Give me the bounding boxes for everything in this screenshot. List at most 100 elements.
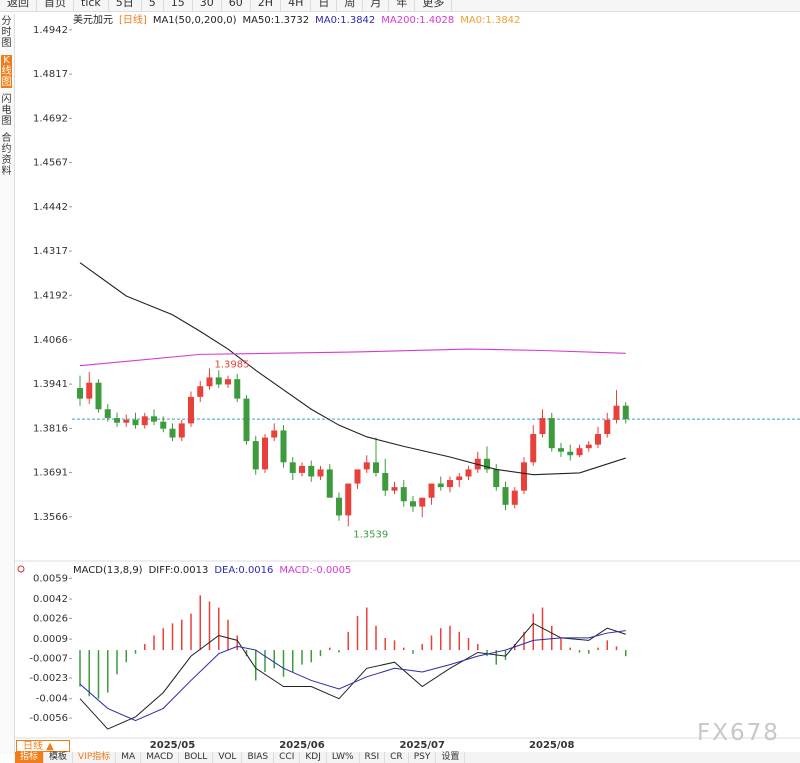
y-tick-label: -0.0023 [29, 673, 68, 684]
candle-body [391, 487, 398, 491]
period-select[interactable]: 日线 ▲ [16, 740, 70, 752]
candle-body [484, 458, 490, 470]
legend-item: MACD:-0.0005 [279, 565, 351, 576]
candle-body [428, 483, 435, 498]
candle-body [262, 437, 268, 470]
candle-body [225, 379, 231, 385]
candle-body [595, 434, 601, 445]
candle-body [622, 405, 629, 420]
toolbar-button[interactable]: 年 [389, 0, 416, 11]
candle-body [437, 483, 444, 488]
y-tick-label: 1.4066 [33, 335, 68, 346]
y-tick-label: -0.0007 [29, 654, 68, 665]
candle-body [410, 501, 416, 507]
indicator-tab[interactable]: VOL [213, 752, 243, 763]
ma-line [79, 348, 626, 367]
toolbar-button[interactable]: 月 [363, 0, 390, 11]
candle-body [234, 379, 241, 399]
toolbar-button[interactable]: 返回 [0, 0, 37, 11]
y-tick-label: 1.4442 [33, 202, 68, 213]
legend-item: MACD(13,8,9) [73, 565, 143, 576]
indicator-tab[interactable]: PSY [409, 752, 437, 763]
toolbar-button[interactable]: 首页 [37, 0, 74, 11]
indicator-tabs: 指标 模板 VIP指标 MA MACD BOLL VOL BIAS CCI KDJ LW% RSI CR… [15, 752, 800, 763]
indicator-tab[interactable]: BOLL [179, 752, 214, 763]
indicator-tab[interactable]: VIP指标 [73, 752, 117, 763]
indicator-tab[interactable]: MA [116, 752, 142, 763]
y-tick-label: 1.4567 [33, 158, 68, 169]
indicator-tab[interactable]: LW% [327, 752, 360, 763]
candle-body [548, 418, 555, 449]
indicator-tab[interactable]: 模板 [44, 752, 74, 763]
candle-body [521, 462, 527, 491]
indicator-tab[interactable]: 指标 [15, 752, 45, 763]
toolbar-button[interactable]: 周 [337, 0, 364, 11]
indicator-tab[interactable]: KDJ [300, 752, 327, 763]
sidebar-tab[interactable]: 合约资料 [1, 133, 12, 177]
indicator-tab[interactable]: 设置 [436, 752, 466, 763]
toolbar-button[interactable]: 15 [164, 0, 193, 11]
candle-body [197, 386, 204, 397]
legend-item: MA200:1.4028 [381, 15, 454, 26]
indicator-tab[interactable]: RSI [360, 752, 386, 763]
candle-body [114, 418, 120, 423]
legend-item: MA0:1.3842 [460, 15, 520, 26]
toolbar-button[interactable]: 30 [193, 0, 222, 11]
candle-body [317, 469, 324, 477]
candle-body [104, 409, 111, 419]
candle-body [326, 469, 333, 498]
sidebar-tab[interactable]: 闪电图 [1, 94, 12, 127]
indicator-tab[interactable]: CCI [274, 752, 301, 763]
candle-body [576, 448, 583, 456]
y-tick-label: 1.3691 [33, 468, 68, 479]
toolbar-button[interactable]: 日 [311, 0, 338, 11]
indicator-tab[interactable]: BIAS [242, 752, 275, 763]
legend-item: DIFF:0.0013 [149, 565, 209, 576]
candle-body [382, 472, 389, 491]
candle-body [539, 418, 546, 435]
candle-body [336, 497, 342, 516]
toolbar-button[interactable]: 60 [222, 0, 251, 11]
watermark: FX678 [697, 720, 780, 746]
indicator-tab[interactable]: CR [385, 752, 409, 763]
y-tick-label: 0.0042 [33, 594, 68, 605]
candle-body [178, 423, 185, 438]
settings-icon [17, 565, 25, 573]
low-label: 1.3539 [353, 529, 388, 540]
sidebar-tab[interactable]: 分时图 [1, 16, 12, 49]
y-tick-label: 1.4317 [33, 246, 68, 257]
candle-body [400, 487, 407, 502]
toolbar-button[interactable]: 2H [251, 0, 282, 11]
y-tick-label: 0.0059 [33, 573, 68, 584]
y-tick-label: 0.0026 [33, 613, 68, 624]
candle-body [206, 377, 213, 387]
toolbar-button[interactable]: 5 [142, 0, 164, 11]
y-tick-label: 1.3566 [33, 512, 68, 523]
candle-body [345, 483, 352, 516]
toolbar-button[interactable]: 4H [281, 0, 312, 11]
candle-body [465, 469, 472, 477]
candle-body [604, 419, 611, 435]
legend-item: [日线] [119, 13, 147, 26]
toolbar-button[interactable]: 更多 [415, 0, 453, 11]
sidebar: 分时图 K线图闪电图合约资料 [0, 14, 15, 754]
candle-body [141, 416, 148, 426]
y-tick-label: -0.0056 [29, 713, 68, 724]
macd-line [79, 622, 626, 730]
y-tick-label: 1.4192 [33, 290, 68, 301]
candle-body [252, 441, 259, 470]
indicator-tab[interactable]: MACD [141, 752, 180, 763]
candle-body [456, 476, 463, 481]
toolbar-button[interactable]: tick [74, 0, 109, 11]
sidebar-tab[interactable]: K线图 [1, 55, 12, 88]
legend-item: MA50:1.3732 [243, 15, 310, 26]
candle-body [558, 448, 564, 452]
toolbar-button[interactable]: 5日 [109, 0, 142, 11]
candle-body [169, 428, 176, 438]
candle-body [280, 430, 287, 463]
x-tick-label: 2025/05 [150, 740, 195, 751]
legend-item: DEA:0.0016 [214, 565, 273, 576]
legend-item: MA1(50,0,200,0) [153, 15, 237, 26]
